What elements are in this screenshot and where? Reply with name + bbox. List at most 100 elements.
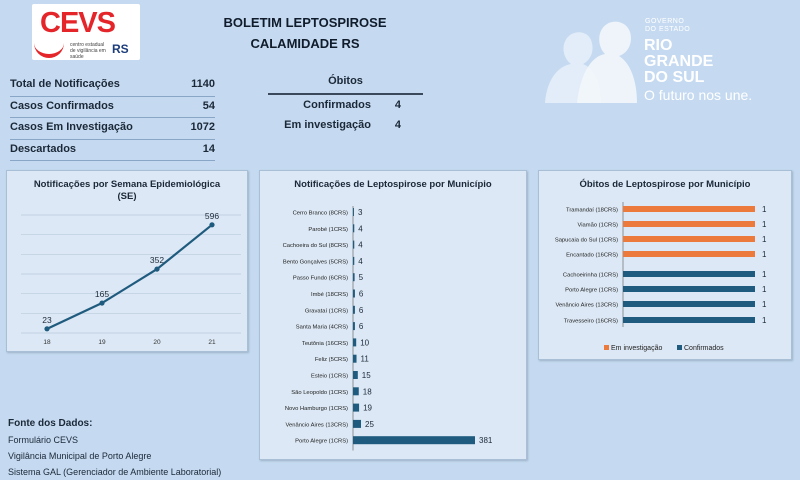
category-label: Venâncio Aires (13CRS) [285, 422, 348, 428]
gov-state-name: RIO GRANDE DO SUL [644, 38, 713, 86]
data-label: 352 [150, 255, 164, 265]
municipios-chart-title: Notificações de Leptospirose por Municíp… [294, 179, 492, 190]
category-label: Sapucaia do Sul (1CRS) [555, 238, 618, 244]
legend-swatch [604, 345, 609, 350]
data-label: 11 [361, 355, 370, 364]
data-label: 6 [359, 290, 364, 299]
category-label: Imbé (18CRS) [311, 292, 348, 298]
obitos-title: Óbitos [268, 75, 423, 95]
source-item: Formulário CEVS [8, 435, 79, 445]
obitos-value: 4 [394, 119, 401, 131]
category-label: Parobé (1CRS) [308, 227, 348, 233]
gov-line-2: DO ESTADO [645, 26, 691, 33]
summary-value: 54 [202, 99, 215, 112]
data-label: 6 [359, 306, 364, 315]
obitos-chart-title: Óbitos de Leptospirose por Município [579, 179, 751, 190]
category-label: Feliz (5CRS) [315, 357, 348, 363]
logo-subtext: centro estadual de vigilância em saúde [70, 42, 106, 60]
bar [623, 271, 755, 277]
summary-value: 1072 [190, 121, 215, 133]
data-label: 1 [762, 220, 767, 229]
obitos-chart-panel: Óbitos de Leptospirose por Município Tra… [538, 170, 792, 360]
summary-table: Total de Notificações 1140 Casos Confirma… [10, 75, 215, 161]
bar [353, 387, 359, 396]
data-label: 596 [205, 211, 219, 221]
data-label: 15 [362, 371, 371, 380]
logo-text: CEVS [40, 7, 116, 39]
people-silhouette-icon [545, 21, 637, 103]
category-label: Viamão (1CRS) [578, 223, 619, 229]
obitos-value: 4 [394, 99, 401, 111]
logo-rs: RS [112, 42, 129, 56]
summary-row: Total de Notificações 1140 [10, 75, 215, 97]
category-label: São Leopoldo (1CRS) [291, 390, 348, 396]
bar [623, 286, 755, 292]
category-label: Encantado (16CRS) [566, 253, 618, 259]
category-label: Gravataí (1CRS) [305, 308, 348, 314]
gov-name-1: RIO [644, 37, 673, 54]
data-label: 1 [762, 285, 767, 294]
bar [353, 305, 355, 314]
bar [353, 273, 355, 282]
obitos-label: Confirmados [303, 99, 371, 111]
data-label: 4 [358, 224, 363, 233]
bar [353, 419, 362, 428]
obitos-table: Óbitos Confirmados 4 Em investigação 4 [268, 75, 423, 135]
data-sources: Fonte dos Dados: Formulário CEVS Vigilân… [8, 416, 221, 480]
summary-row: Casos Em Investigação 1072 [10, 118, 215, 140]
summary-label: Descartados [10, 142, 77, 155]
gov-slogan: O futuro nos une. [644, 87, 753, 103]
category-label: Santa Maria (4CRS) [296, 325, 348, 331]
data-label: 1 [762, 300, 767, 309]
data-point [154, 266, 160, 272]
bar [353, 403, 360, 412]
legend-swatch [677, 345, 682, 350]
category-label: Passo Fundo (6CRS) [293, 276, 348, 282]
category-label: Cachoeira do Sul (8CRS) [283, 243, 348, 249]
source-item: Vigilância Municipal de Porto Alegre [8, 451, 152, 461]
series-line [46, 223, 213, 330]
data-label: 1 [762, 270, 767, 279]
summary-value: 14 [202, 142, 215, 155]
bar [623, 236, 755, 242]
sources-heading: Fonte dos Dados: [8, 418, 93, 429]
data-label: 3 [358, 208, 363, 217]
data-label: 25 [365, 420, 374, 429]
bar [353, 322, 355, 331]
category-label: Porto Alegre (1CRS) [295, 439, 348, 445]
x-tick-label: 19 [98, 339, 106, 346]
bar [353, 354, 357, 363]
bar [353, 240, 355, 249]
title-line-1: BOLETIM LEPTOSPIROSE [223, 15, 387, 30]
data-label: 10 [360, 338, 369, 347]
bar [623, 251, 755, 257]
obitos-chart: Tramandaí (18CRS) 1 Viamão (1CRS) 1 Sapucaia… [555, 202, 767, 352]
line-chart-panel: Notificações por Semana Epidemiológica (… [6, 170, 248, 352]
summary-label: Casos Em Investigação [10, 121, 133, 133]
summary-row: Casos Confirmados 54 [10, 97, 215, 118]
cevs-logo: CEVS centro estadual de vigilância em sa… [32, 4, 140, 60]
data-label: 23 [42, 315, 52, 325]
category-label: Travesseiro (16CRS) [564, 319, 618, 325]
data-label: 18 [363, 387, 372, 396]
obitos-row: Confirmados 4 [268, 95, 423, 115]
x-tick-label: 20 [153, 339, 161, 346]
data-label: 1 [762, 205, 767, 214]
x-tick-label: 21 [208, 339, 216, 346]
data-label: 1 [762, 235, 767, 244]
bar [623, 301, 755, 307]
logo-swoosh-icon [34, 40, 64, 58]
legend-label: Em investigação [611, 345, 662, 352]
summary-value: 1140 [191, 78, 215, 90]
page-title: BOLETIM LEPTOSPIROSE CALAMIDADE RS [200, 12, 410, 54]
data-label: 165 [95, 289, 109, 299]
data-point [44, 326, 50, 332]
category-label: Tramandaí (18CRS) [566, 208, 618, 214]
title-line-2: CALAMIDADE RS [250, 36, 360, 51]
data-label: 1 [762, 250, 767, 259]
gov-line-1: GOVERNO [645, 18, 685, 25]
category-label: Novo Hamburgo (1CRS) [285, 406, 348, 412]
obitos-label: Em investigação [284, 119, 371, 131]
data-point [209, 222, 215, 228]
data-label: 381 [479, 436, 493, 445]
